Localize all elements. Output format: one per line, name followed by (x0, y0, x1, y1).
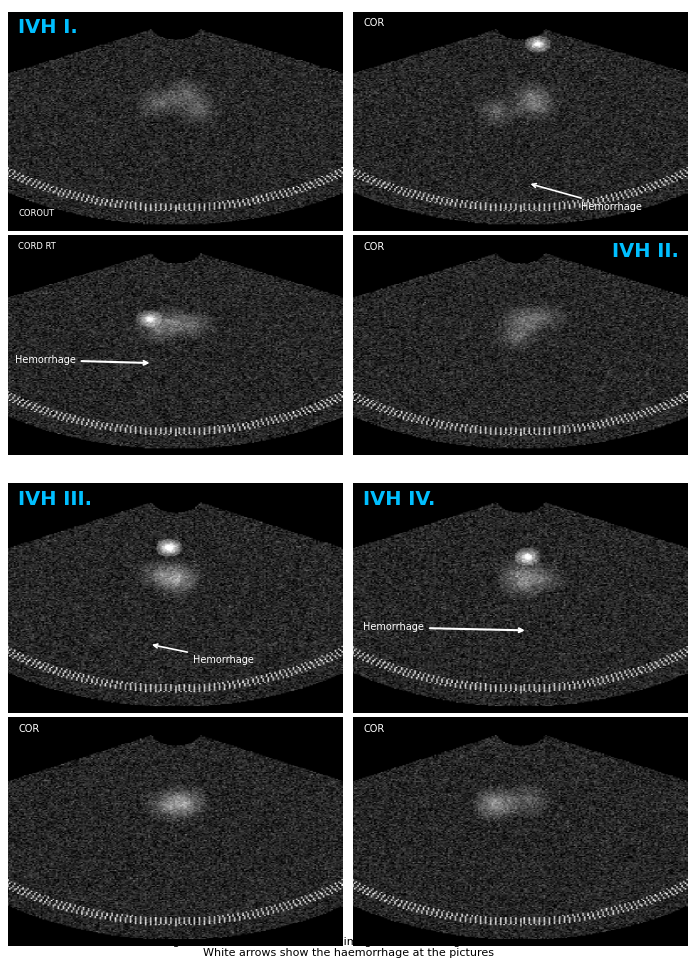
Text: CORD RT: CORD RT (18, 242, 56, 251)
Text: Hemorrhage: Hemorrhage (15, 355, 148, 365)
Text: COR: COR (363, 242, 385, 252)
Text: IVH II.: IVH II. (612, 242, 679, 261)
Text: IVH IV.: IVH IV. (363, 490, 436, 509)
Text: IVH III.: IVH III. (18, 490, 93, 509)
Text: COR: COR (363, 18, 385, 28)
Text: COROUT: COROUT (18, 209, 54, 219)
Text: Hemorrhage: Hemorrhage (363, 622, 523, 633)
Text: Hemorrhage: Hemorrhage (533, 184, 642, 212)
Text: COR: COR (363, 724, 385, 734)
Text: Hemorrhage: Hemorrhage (154, 644, 254, 664)
Text: COR: COR (18, 724, 40, 734)
Text: IVH I.: IVH I. (18, 18, 78, 38)
Text: Figure 3.5.1. Cranial ultrasound images of different grades of IVH.
White arrows: Figure 3.5.1. Cranial ultrasound images … (164, 937, 533, 958)
